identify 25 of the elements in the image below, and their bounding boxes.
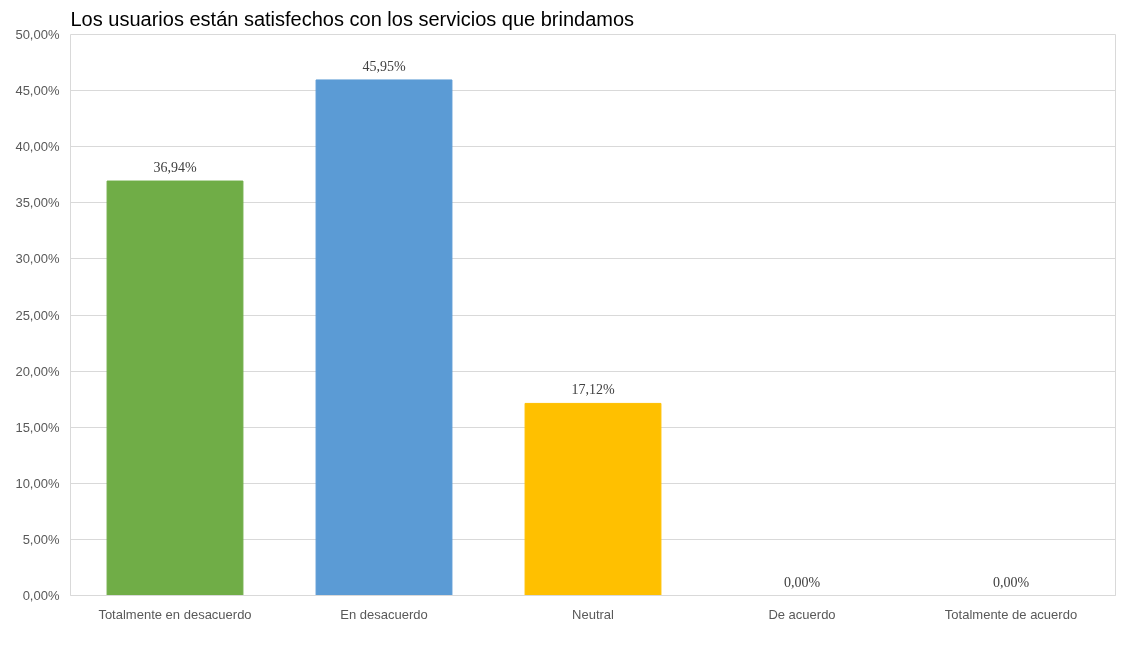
y-tick-label: 5,00% bbox=[22, 531, 60, 547]
y-tick-label: 30,00% bbox=[15, 251, 60, 267]
x-tick-label: Totalmente en desacuerdo bbox=[98, 606, 252, 622]
y-tick-label: 20,00% bbox=[15, 363, 60, 379]
x-tick-label: Neutral bbox=[572, 606, 615, 622]
y-tick-label: 15,00% bbox=[15, 419, 60, 435]
bar bbox=[524, 402, 662, 596]
y-tick-label: 45,00% bbox=[15, 83, 60, 99]
y-tick-label: 50,00% bbox=[15, 27, 60, 42]
y-tick-label: 10,00% bbox=[15, 475, 60, 491]
x-tick-label: En desacuerdo bbox=[340, 606, 428, 622]
data-label: 45,95% bbox=[362, 58, 406, 74]
y-tick-label: 40,00% bbox=[15, 139, 60, 155]
data-label: 36,94% bbox=[153, 160, 197, 176]
y-tick-label: 35,00% bbox=[15, 195, 60, 211]
data-label: 17,12% bbox=[571, 382, 615, 398]
y-tick-label: 25,00% bbox=[15, 307, 60, 323]
chart-title: Los usuarios están satisfechos con los servicios que brindamos bbox=[70, 7, 635, 30]
y-tick-label: 0,00% bbox=[22, 588, 60, 603]
x-tick-label: De acuerdo bbox=[768, 606, 836, 622]
bar bbox=[315, 79, 453, 596]
data-label: 0,00% bbox=[783, 574, 821, 590]
x-tick-label: Totalmente de acuerdo bbox=[944, 606, 1078, 622]
data-label: 0,00% bbox=[992, 574, 1030, 590]
bar bbox=[106, 180, 244, 596]
